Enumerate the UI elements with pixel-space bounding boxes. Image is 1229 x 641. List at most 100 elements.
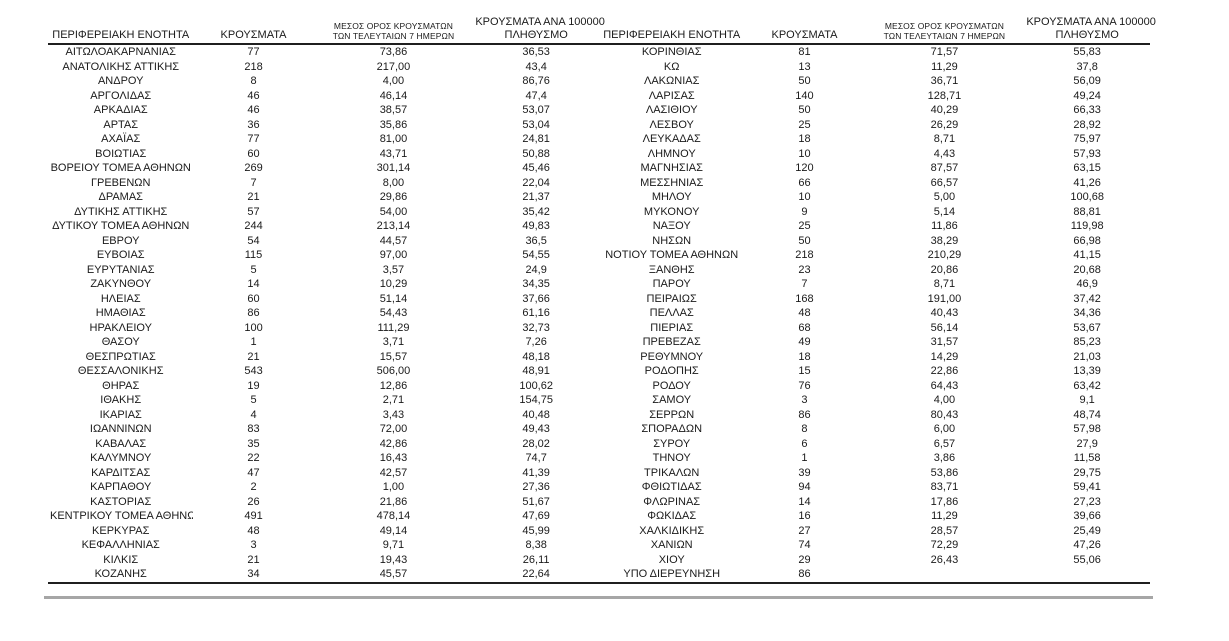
left-region-cell: ΚΟΖΑΝΗΣ — [48, 567, 194, 584]
table-row: ΖΑΚΥΝΘΟΥ 14 10,29 34,35 ΠΑΡΟΥ 7 8,71 46,9 — [48, 277, 1150, 292]
col-header-avg7-left: ΜΕΣΟΣ ΟΡΟΣ ΚΡΟΥΣΜΑΤΩΝ ΤΩΝ ΤΕΛΕΥΤΑΙΩΝ 7 Η… — [313, 16, 474, 46]
table-row: ΑΙΤΩΛΟΑΚΑΡΝΑΝΙΑΣ 77 73,86 36,53 ΚΟΡΙΝΘΙΑΣ 81 7… — [48, 44, 1150, 60]
bottom-divider — [44, 595, 1153, 599]
left-per100k-cell: 54,55 — [522, 249, 550, 262]
right-cases-cell: 18 — [798, 350, 811, 363]
table-row: ΒΟΙΩΤΙΑΣ 60 43,71 50,88 ΛΗΜΝΟΥ 10 4,43 57,93 — [48, 147, 1150, 162]
right-region-cell: ΜΗΛΟΥ — [651, 191, 692, 204]
table-body: ΑΙΤΩΛΟΑΚΑΡΝΑΝΙΑΣ 77 73,86 36,53 ΚΟΡΙΝΘΙΑΣ 81 7… — [48, 44, 1150, 584]
left-per100k-cell: 35,42 — [522, 205, 550, 218]
right-avg7-cell: 210,29 — [927, 249, 962, 262]
left-region-cell: ΘΗΡΑΣ — [102, 379, 140, 392]
left-cases-cell: 5 — [250, 263, 257, 276]
right-cases-cell: 10 — [798, 191, 811, 204]
right-per100k-cell: 63,42 — [1073, 379, 1101, 392]
right-avg7-cell: 6,00 — [933, 423, 956, 436]
left-cases-cell: 46 — [247, 104, 260, 117]
table-row: ΗΜΑΘΙΑΣ 86 54,43 61,16 ΠΕΛΛΑΣ 48 40,43 34,36 — [48, 306, 1150, 321]
left-region-cell: ΙΩΑΝΝΙΝΩΝ — [89, 423, 152, 436]
left-per100k-cell: 74,7 — [525, 452, 547, 465]
right-avg7-cell: 14,29 — [930, 350, 959, 363]
table-row: ΚΟΖΑΝΗΣ 34 45,57 22,64 ΥΠΟ ΔΙΕΡΕΥΝΗΣΗ 86 — [48, 567, 1150, 584]
col-header-per100k-right: ΚΡΟΥΣΜΑΤΑ ΑΝΑ 100000 ΠΛΗΘΥΣΜΟ — [1024, 16, 1156, 46]
left-per100k-cell: 37,66 — [522, 292, 550, 305]
right-avg7-cell: 11,29 — [931, 510, 958, 523]
regional-cases-report: ΠΕΡΙΦΕΡΕΙΑΚΗ ΕΝΟΤΗΤΑ ΚΡΟΥΣΜΑΤΑ ΜΕΣΟΣ ΟΡΟ… — [44, 16, 1156, 599]
right-cases-cell: 218 — [795, 249, 814, 262]
left-per100k-cell: 51,67 — [522, 495, 550, 508]
table-row: ΙΚΑΡΙΑΣ 4 3,43 40,48 ΣΕΡΡΩΝ 86 80,43 48,74 — [48, 408, 1150, 423]
left-avg7-cell: 10,29 — [379, 278, 408, 291]
left-per100k-cell: 43,4 — [525, 60, 547, 73]
right-cases-cell: 29 — [798, 553, 811, 566]
left-avg7-cell: 3,57 — [382, 263, 405, 276]
right-per100k-cell: 49,24 — [1073, 89, 1101, 102]
left-region-cell: ΚΙΛΚΙΣ — [103, 553, 139, 566]
right-per100k-cell: 100,68 — [1070, 191, 1104, 204]
left-avg7-cell: 49,14 — [379, 524, 408, 537]
right-per100k-cell: 59,41 — [1073, 481, 1101, 494]
table-row: ΚΕΝΤΡΙΚΟΥ ΤΟΜΕΑ ΑΘΗΝΩΝ 491 478,14 47,69 ΦΩΚΙ… — [48, 509, 1150, 524]
left-per100k-cell: 53,07 — [522, 104, 550, 117]
table-row: ΓΡΕΒΕΝΩΝ 7 8,00 22,04 ΜΕΣΣΗΝΙΑΣ 66 66,57 41,26 — [48, 176, 1150, 191]
left-cases-cell: 3 — [250, 539, 257, 552]
left-cases-cell: 21 — [247, 191, 260, 204]
right-region-cell: ΜΥΚΟΝΟΥ — [643, 205, 700, 218]
right-region-cell: ΛΑΣΙΘΙΟΥ — [645, 104, 698, 117]
left-per100k-cell: 49,83 — [522, 220, 550, 233]
left-region-cell: ΚΕΡΚΥΡΑΣ — [92, 524, 150, 537]
right-avg7-cell: 53,86 — [930, 466, 959, 479]
right-cases-cell: 16 — [798, 510, 811, 523]
left-avg7-cell: 54,43 — [379, 307, 408, 320]
right-region-cell: ΠΙΕΡΙΑΣ — [650, 321, 694, 334]
left-avg7-cell: 97,00 — [379, 249, 408, 262]
left-region-cell: ΚΕΦΑΛΛΗΝΙΑΣ — [81, 539, 160, 552]
col-header-per100k-line1: ΚΡΟΥΣΜΑΤΑ ΑΝΑ 100000 — [1026, 16, 1156, 28]
table-row: ΘΑΣΟΥ 1 3,71 7,26 ΠΡΕΒΕΖΑΣ 49 31,57 85,23 — [48, 335, 1150, 350]
right-region-cell: ΛΑΡΙΣΑΣ — [648, 89, 695, 102]
left-per100k-cell: 28,02 — [522, 437, 550, 450]
right-avg7-cell: 56,14 — [930, 321, 959, 334]
left-per100k-cell: 50,88 — [522, 147, 550, 160]
right-per100k-cell: 9,1 — [1079, 394, 1095, 407]
right-region-cell: ΦΘΙΩΤΙΔΑΣ — [641, 481, 702, 494]
left-avg7-cell: 12,86 — [379, 379, 408, 392]
left-avg7-cell: 8,00 — [382, 176, 405, 189]
right-cases-cell: 25 — [798, 220, 811, 233]
left-region-cell: ΔΡΑΜΑΣ — [98, 191, 143, 204]
right-cases-cell: 49 — [798, 336, 811, 349]
left-region-cell: ΘΕΣΣΑΛΟΝΙΚΗΣ — [77, 365, 164, 378]
right-cases-cell: 9 — [801, 205, 808, 218]
table-row: ΔΥΤΙΚΟΥ ΤΟΜΕΑ ΑΘΗΝΩΝ 244 213,14 49,83 ΝΑΞΟΥ 2… — [48, 219, 1150, 234]
right-region-cell: ΡΕΘΥΜΝΟΥ — [640, 350, 704, 363]
right-per100k-cell: 21,03 — [1073, 350, 1101, 363]
right-cases-cell: 86 — [744, 567, 865, 584]
table-row: ΕΥΡΥΤΑΝΙΑΣ 5 3,57 24,9 ΞΑΝΘΗΣ 23 20,86 20,68 — [48, 263, 1150, 278]
col-header-per100k-line1: ΚΡΟΥΣΜΑΤΑ ΑΝΑ 100000 — [475, 16, 605, 28]
left-per100k-cell: 49,43 — [522, 423, 550, 436]
left-per100k-cell: 100,62 — [519, 379, 553, 392]
left-per100k-cell: 41,39 — [522, 466, 550, 479]
table-row: ΒΟΡΕΙΟΥ ΤΟΜΕΑ ΑΘΗΝΩΝ 269 301,14 45,46 ΜΑΓΝΗΣ… — [48, 161, 1150, 176]
col-header-avg7-line1: ΜΕΣΟΣ ΟΡΟΣ ΚΡΟΥΣΜΑΤΩΝ — [333, 20, 453, 31]
right-per100k-cell: 41,15 — [1073, 249, 1101, 262]
left-avg7-cell: 15,57 — [379, 350, 408, 363]
right-cases-cell: 66 — [798, 176, 811, 189]
table-row: ΑΡΚΑΔΙΑΣ 46 38,57 53,07 ΛΑΣΙΘΙΟΥ 50 40,29 66,33 — [48, 103, 1150, 118]
right-cases-cell: 8 — [801, 423, 808, 436]
right-avg7-cell: 83,71 — [930, 481, 959, 494]
right-per100k-cell: 88,81 — [1073, 205, 1101, 218]
left-avg7-cell: 3,71 — [382, 336, 405, 349]
table-row: ΔΥΤΙΚΗΣ ΑΤΤΙΚΗΣ 57 54,00 35,42 ΜΥΚΟΝΟΥ 9 5,14 8… — [48, 205, 1150, 220]
left-cases-cell: 269 — [244, 162, 263, 175]
right-avg7-cell: 72,29 — [930, 539, 959, 552]
right-avg7-cell: 38,29 — [930, 234, 959, 247]
right-cases-cell: 86 — [798, 408, 811, 421]
left-cases-cell: 60 — [247, 292, 260, 305]
table-row: ΘΕΣΣΑΛΟΝΙΚΗΣ 543 506,00 48,91 ΡΟΔΟΠΗΣ 15 22,86… — [48, 364, 1150, 379]
left-avg7-cell: 21,86 — [379, 495, 408, 508]
left-avg7-cell: 4,00 — [382, 75, 405, 88]
right-cases-cell: 6 — [801, 437, 808, 450]
left-avg7-cell: 217,00 — [376, 60, 411, 73]
